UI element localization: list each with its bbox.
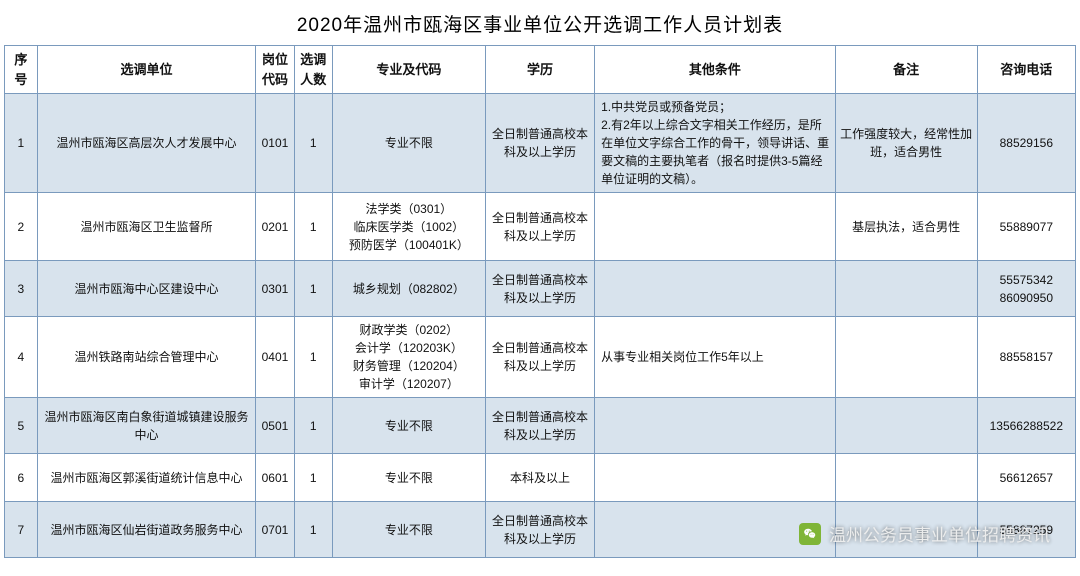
cell-unit: 温州市瓯海区南白象街道城镇建设服务中心 <box>37 398 256 454</box>
cell-edu: 全日制普通高校本科及以上学历 <box>485 94 594 193</box>
cell-num: 1 <box>294 193 332 261</box>
cell-idx: 2 <box>5 193 38 261</box>
cell-idx: 6 <box>5 454 38 502</box>
cell-code: 0301 <box>256 261 294 317</box>
cell-note: 工作强度较大，经常性加班，适合男性 <box>835 94 977 193</box>
col-code: 岗位代码 <box>256 46 294 94</box>
cell-num: 1 <box>294 454 332 502</box>
cell-tel: 5557534286090950 <box>977 261 1075 317</box>
cell-note: 基层执法，适合男性 <box>835 193 977 261</box>
table-row: 3温州市瓯海中心区建设中心03011城乡规划（082802）全日制普通高校本科及… <box>5 261 1076 317</box>
cell-unit: 温州市瓯海区高层次人才发展中心 <box>37 94 256 193</box>
cell-num: 1 <box>294 317 332 398</box>
cell-cond: 1.中共党员或预备党员；2.有2年以上综合文字相关工作经历，是所在单位文字综合工… <box>595 94 835 193</box>
wechat-icon <box>799 523 821 545</box>
cell-unit: 温州市瓯海区卫生监督所 <box>37 193 256 261</box>
col-major: 专业及代码 <box>332 46 485 94</box>
cell-cond: 从事专业相关岗位工作5年以上 <box>595 317 835 398</box>
cell-edu: 全日制普通高校本科及以上学历 <box>485 502 594 558</box>
plan-table: 序号 选调单位 岗位代码 选调人数 专业及代码 学历 其他条件 备注 咨询电话 … <box>4 45 1076 558</box>
table-header-row: 序号 选调单位 岗位代码 选调人数 专业及代码 学历 其他条件 备注 咨询电话 <box>5 46 1076 94</box>
cell-idx: 7 <box>5 502 38 558</box>
table-row: 2温州市瓯海区卫生监督所02011法学类（0301）临床医学类（1002）预防医… <box>5 193 1076 261</box>
cell-unit: 温州市瓯海中心区建设中心 <box>37 261 256 317</box>
cell-unit: 温州市瓯海区郭溪街道统计信息中心 <box>37 454 256 502</box>
cell-major: 专业不限 <box>332 398 485 454</box>
cell-major: 财政学类（0202）会计学（120203K）财务管理（120204）审计学（12… <box>332 317 485 398</box>
cell-edu: 全日制普通高校本科及以上学历 <box>485 193 594 261</box>
cell-note <box>835 261 977 317</box>
cell-tel: 56612657 <box>977 454 1075 502</box>
watermark-text: 温州公务员事业单位招聘资讯 <box>829 521 1050 546</box>
col-index: 序号 <box>5 46 38 94</box>
cell-num: 1 <box>294 398 332 454</box>
cell-unit: 温州铁路南站综合管理中心 <box>37 317 256 398</box>
col-num: 选调人数 <box>294 46 332 94</box>
cell-cond <box>595 193 835 261</box>
cell-unit: 温州市瓯海区仙岩街道政务服务中心 <box>37 502 256 558</box>
cell-note <box>835 317 977 398</box>
cell-edu: 全日制普通高校本科及以上学历 <box>485 398 594 454</box>
cell-code: 0501 <box>256 398 294 454</box>
cell-major: 城乡规划（082802） <box>332 261 485 317</box>
cell-idx: 4 <box>5 317 38 398</box>
page-title: 2020年温州市瓯海区事业单位公开选调工作人员计划表 <box>0 0 1080 45</box>
cell-major: 专业不限 <box>332 94 485 193</box>
cell-code: 0701 <box>256 502 294 558</box>
col-note: 备注 <box>835 46 977 94</box>
table-row: 5温州市瓯海区南白象街道城镇建设服务中心05011专业不限全日制普通高校本科及以… <box>5 398 1076 454</box>
col-unit: 选调单位 <box>37 46 256 94</box>
cell-num: 1 <box>294 94 332 193</box>
cell-cond <box>595 398 835 454</box>
cell-idx: 1 <box>5 94 38 193</box>
cell-code: 0101 <box>256 94 294 193</box>
cell-tel: 55889077 <box>977 193 1075 261</box>
table-row: 6温州市瓯海区郭溪街道统计信息中心06011专业不限本科及以上 56612657 <box>5 454 1076 502</box>
cell-tel: 88558157 <box>977 317 1075 398</box>
cell-code: 0201 <box>256 193 294 261</box>
cell-cond <box>595 261 835 317</box>
table-row: 4温州铁路南站综合管理中心04011财政学类（0202）会计学（120203K）… <box>5 317 1076 398</box>
cell-code: 0401 <box>256 317 294 398</box>
cell-num: 1 <box>294 502 332 558</box>
col-edu: 学历 <box>485 46 594 94</box>
cell-code: 0601 <box>256 454 294 502</box>
cell-major: 法学类（0301）临床医学类（1002）预防医学（100401K） <box>332 193 485 261</box>
col-tel: 咨询电话 <box>977 46 1075 94</box>
cell-note <box>835 398 977 454</box>
cell-tel: 88529156 <box>977 94 1075 193</box>
table-row: 1温州市瓯海区高层次人才发展中心01011专业不限全日制普通高校本科及以上学历1… <box>5 94 1076 193</box>
cell-edu: 本科及以上 <box>485 454 594 502</box>
cell-major: 专业不限 <box>332 502 485 558</box>
cell-major: 专业不限 <box>332 454 485 502</box>
watermark: 温州公务员事业单位招聘资讯 <box>799 521 1050 546</box>
cell-num: 1 <box>294 261 332 317</box>
cell-note <box>835 454 977 502</box>
cell-idx: 5 <box>5 398 38 454</box>
cell-cond <box>595 454 835 502</box>
col-cond: 其他条件 <box>595 46 835 94</box>
cell-idx: 3 <box>5 261 38 317</box>
cell-edu: 全日制普通高校本科及以上学历 <box>485 317 594 398</box>
cell-tel: 13566288522 <box>977 398 1075 454</box>
cell-edu: 全日制普通高校本科及以上学历 <box>485 261 594 317</box>
